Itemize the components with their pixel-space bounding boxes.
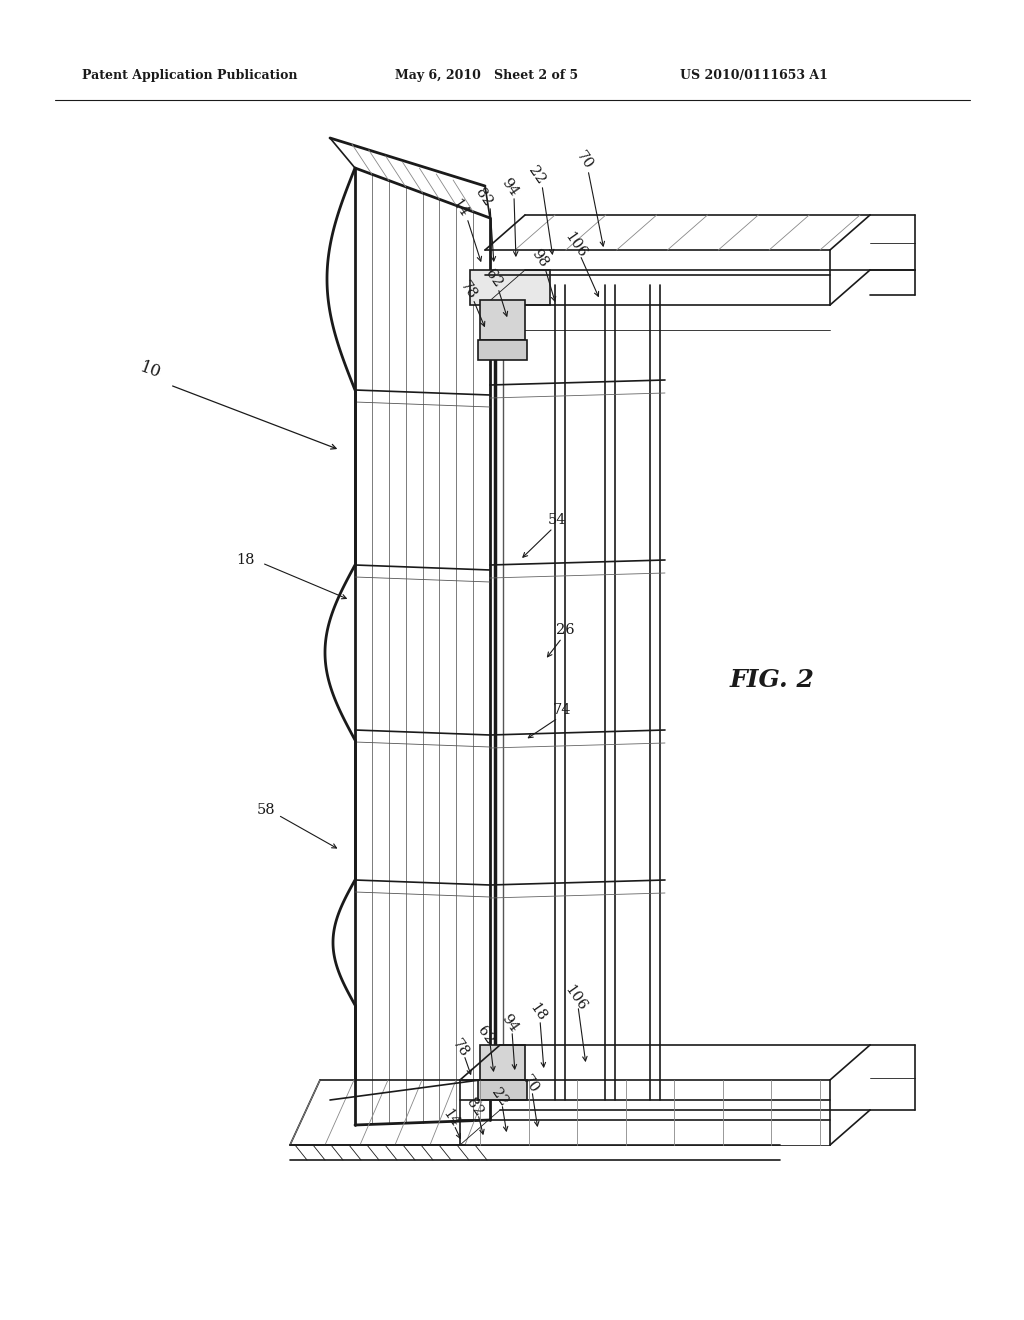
Polygon shape [478,1080,527,1100]
Text: 58: 58 [257,803,275,817]
Text: 82: 82 [464,1096,486,1118]
Text: 94: 94 [499,1011,521,1035]
Text: Patent Application Publication: Patent Application Publication [82,69,298,82]
Text: 22: 22 [526,164,548,186]
Text: 14: 14 [440,1106,462,1130]
Text: 54: 54 [548,513,566,527]
Text: 70: 70 [572,148,595,172]
Polygon shape [470,271,550,305]
Text: 78: 78 [449,1036,471,1060]
Text: 22: 22 [489,1085,511,1109]
Text: 26: 26 [556,623,574,638]
Polygon shape [478,341,527,360]
Text: 18: 18 [236,553,254,568]
Text: US 2010/0111653 A1: US 2010/0111653 A1 [680,69,827,82]
Text: 94: 94 [499,176,521,198]
Polygon shape [480,300,525,341]
Text: 82: 82 [473,185,495,209]
Text: 78: 78 [457,279,479,302]
Polygon shape [480,1045,525,1080]
Text: 18: 18 [527,1001,549,1023]
Text: 74: 74 [553,704,571,717]
Text: FIG. 2: FIG. 2 [730,668,815,692]
Text: 62: 62 [483,267,505,289]
Text: 14: 14 [449,197,471,219]
Text: 106: 106 [562,982,590,1014]
Text: 70: 70 [519,1072,541,1096]
Text: 98: 98 [529,247,551,269]
Text: 10: 10 [137,358,163,381]
Text: 106: 106 [562,230,590,260]
Text: May 6, 2010   Sheet 2 of 5: May 6, 2010 Sheet 2 of 5 [395,69,579,82]
Text: 62: 62 [475,1023,497,1047]
